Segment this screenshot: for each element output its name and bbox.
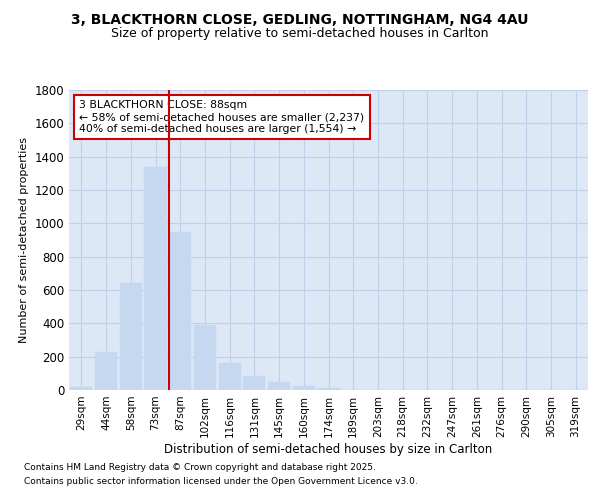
Bar bbox=[145, 166, 167, 390]
Bar bbox=[70, 386, 92, 390]
Bar bbox=[243, 376, 265, 390]
Bar bbox=[169, 232, 191, 390]
Bar bbox=[293, 386, 315, 390]
Bar bbox=[95, 352, 117, 390]
Bar bbox=[218, 362, 241, 390]
Text: 3, BLACKTHORN CLOSE, GEDLING, NOTTINGHAM, NG4 4AU: 3, BLACKTHORN CLOSE, GEDLING, NOTTINGHAM… bbox=[71, 12, 529, 26]
Y-axis label: Number of semi-detached properties: Number of semi-detached properties bbox=[19, 137, 29, 343]
Bar bbox=[194, 325, 216, 390]
Bar bbox=[268, 382, 290, 390]
Bar bbox=[119, 284, 142, 390]
Text: Contains HM Land Registry data © Crown copyright and database right 2025.: Contains HM Land Registry data © Crown c… bbox=[24, 464, 376, 472]
Text: Contains public sector information licensed under the Open Government Licence v3: Contains public sector information licen… bbox=[24, 478, 418, 486]
Text: 3 BLACKTHORN CLOSE: 88sqm
← 58% of semi-detached houses are smaller (2,237)
40% : 3 BLACKTHORN CLOSE: 88sqm ← 58% of semi-… bbox=[79, 100, 365, 134]
X-axis label: Distribution of semi-detached houses by size in Carlton: Distribution of semi-detached houses by … bbox=[164, 442, 493, 456]
Text: Size of property relative to semi-detached houses in Carlton: Size of property relative to semi-detach… bbox=[111, 28, 489, 40]
Bar bbox=[317, 388, 340, 390]
